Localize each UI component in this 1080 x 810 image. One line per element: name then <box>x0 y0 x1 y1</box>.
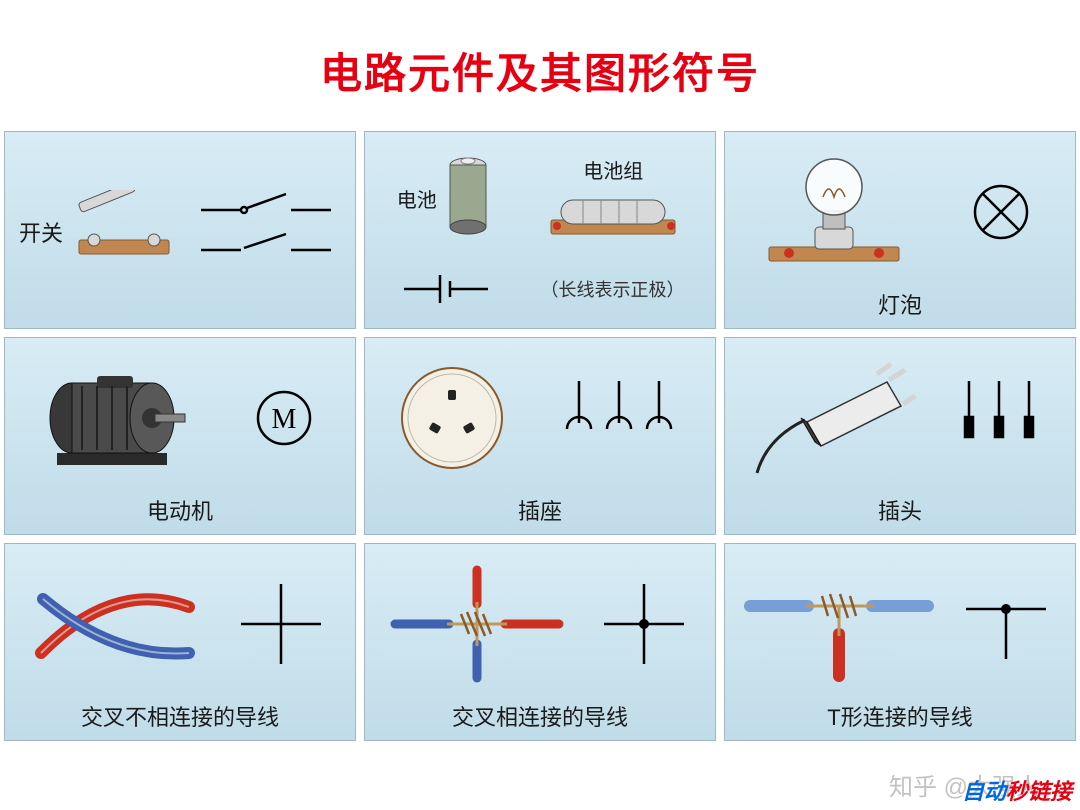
svg-text:M: M <box>271 404 296 435</box>
bulb-symbol <box>961 172 1041 252</box>
motor-symbol: M <box>244 378 324 458</box>
cell-cross-noconnect: 交叉不相连接的导线 <box>4 543 356 741</box>
battery-note: （长线表示正极） <box>541 276 685 302</box>
socket-symbol <box>549 373 689 463</box>
bulb-illustration <box>759 147 909 277</box>
label-t: T形连接的导线 <box>827 700 972 732</box>
cross-nc-illustration <box>29 569 199 679</box>
cell-cross-connect: 交叉相连接的导线 <box>364 543 716 741</box>
battery-illustration <box>441 151 496 241</box>
label-battery-pack: 电池组 <box>583 155 643 184</box>
switch-illustration <box>69 190 179 270</box>
label-bulb: 灯泡 <box>878 288 922 320</box>
label-switch: 开关 <box>19 216 63 248</box>
label-cross-c: 交叉相连接的导线 <box>452 700 628 732</box>
cell-bulb: 灯泡 <box>724 131 1076 329</box>
component-grid: 开关 <box>4 131 1076 741</box>
cell-t-connect: T形连接的导线 <box>724 543 1076 741</box>
cross-c-illustration <box>387 564 567 684</box>
cell-battery: 电池 电池组 <box>364 131 716 329</box>
label-motor: 电动机 <box>147 494 213 526</box>
cell-socket: 插座 <box>364 337 716 535</box>
cross-c-symbol <box>594 574 694 674</box>
battery-symbol <box>396 269 496 309</box>
motor-illustration <box>37 358 197 478</box>
plug-symbol <box>944 373 1054 463</box>
label-plug: 插头 <box>878 494 922 526</box>
switch-symbol <box>191 180 341 280</box>
cell-plug: 插头 <box>724 337 1076 535</box>
t-symbol <box>956 579 1056 669</box>
cell-switch: 开关 <box>4 131 356 329</box>
label-battery: 电池 <box>397 184 437 213</box>
label-socket: 插座 <box>518 494 562 526</box>
watermark-link: 自动秒链接 <box>962 774 1072 806</box>
cell-motor: M 电动机 <box>4 337 356 535</box>
socket-illustration <box>392 358 512 478</box>
battery-pack-illustration <box>543 186 683 242</box>
t-illustration <box>744 564 934 684</box>
page-title: 电路元件及其图形符号 <box>0 0 1080 131</box>
label-cross-nc: 交叉不相连接的导线 <box>81 700 279 732</box>
plug-illustration <box>747 358 917 478</box>
cross-nc-symbol <box>231 574 331 674</box>
